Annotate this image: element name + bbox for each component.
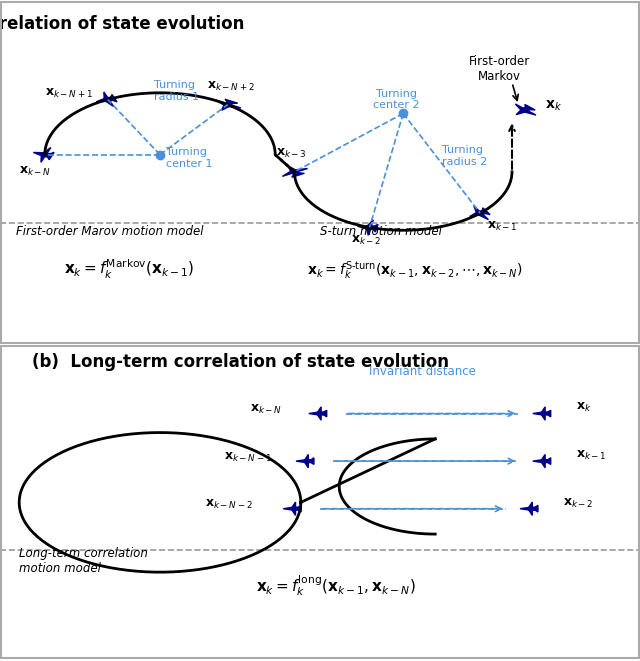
- Polygon shape: [367, 220, 373, 235]
- Polygon shape: [358, 225, 377, 229]
- Text: $\mathbf{x}_{k}$: $\mathbf{x}_{k}$: [545, 98, 562, 112]
- Text: S-turn motion model: S-turn motion model: [320, 225, 442, 239]
- Text: Invariant distance: Invariant distance: [369, 366, 476, 379]
- Polygon shape: [288, 166, 300, 176]
- Text: $\mathbf{x}_{k-N}$: $\mathbf{x}_{k-N}$: [250, 403, 282, 416]
- Polygon shape: [541, 455, 545, 468]
- Polygon shape: [310, 458, 314, 465]
- Polygon shape: [532, 412, 550, 415]
- Text: $\mathbf{x}_{k-N-2}$: $\mathbf{x}_{k-N-2}$: [205, 498, 253, 511]
- Polygon shape: [96, 97, 115, 102]
- Polygon shape: [547, 458, 550, 465]
- Polygon shape: [221, 100, 234, 110]
- Polygon shape: [317, 407, 321, 420]
- Text: First-order
Markov: First-order Markov: [468, 55, 530, 83]
- Text: $\mathbf{x}_k = f_k^{\mathrm{Markov}}\left(\mathbf{x}_{k-1}\right)$: $\mathbf{x}_k = f_k^{\mathrm{Markov}}\le…: [64, 258, 195, 282]
- Polygon shape: [525, 104, 535, 110]
- Text: $\mathbf{x}_{k-1}$: $\mathbf{x}_{k-1}$: [487, 219, 518, 233]
- Polygon shape: [41, 147, 51, 162]
- Text: $\mathbf{x}_{k-N}$: $\mathbf{x}_{k-N}$: [19, 165, 51, 178]
- Polygon shape: [292, 173, 305, 177]
- Polygon shape: [372, 224, 378, 232]
- Polygon shape: [541, 407, 545, 420]
- Text: (a)  Continuous correlation of state evolution: (a) Continuous correlation of state evol…: [0, 15, 244, 34]
- Polygon shape: [309, 412, 327, 415]
- Text: $\mathbf{x}_{k-2}$: $\mathbf{x}_{k-2}$: [351, 234, 381, 247]
- Text: $\mathbf{x}_{k}$: $\mathbf{x}_{k}$: [576, 401, 591, 414]
- Polygon shape: [305, 455, 308, 468]
- Polygon shape: [216, 100, 241, 108]
- Polygon shape: [547, 410, 550, 417]
- Polygon shape: [474, 206, 488, 219]
- Text: (b)  Long-term correlation of state evolution: (b) Long-term correlation of state evolu…: [32, 353, 449, 371]
- Polygon shape: [47, 152, 54, 160]
- Text: Turning
radius 1: Turning radius 1: [154, 80, 199, 102]
- Polygon shape: [296, 459, 314, 463]
- Text: $\mathbf{x}_k = f_k^{\mathrm{S\text{-}turn}}\left(\mathbf{x}_{k-1}, \mathbf{x}_{: $\mathbf{x}_k = f_k^{\mathrm{S\text{-}tu…: [307, 259, 523, 282]
- Polygon shape: [33, 153, 52, 157]
- Text: $\mathbf{x}_{k-1}$: $\mathbf{x}_{k-1}$: [576, 449, 607, 462]
- Text: Long-term correlation
motion model: Long-term correlation motion model: [19, 547, 148, 575]
- Text: $\mathbf{x}_{k-N+1}$: $\mathbf{x}_{k-N+1}$: [45, 87, 93, 100]
- Text: Turning
center 1: Turning center 1: [166, 147, 213, 169]
- Text: Turning
center 2: Turning center 2: [374, 89, 420, 110]
- Polygon shape: [529, 502, 532, 516]
- Polygon shape: [282, 169, 308, 176]
- Polygon shape: [532, 459, 550, 463]
- Text: $\mathbf{x}_{k-N+2}$: $\mathbf{x}_{k-N+2}$: [207, 80, 255, 93]
- Polygon shape: [516, 106, 532, 114]
- Polygon shape: [110, 95, 117, 102]
- Text: First-order Marov motion model: First-order Marov motion model: [16, 225, 204, 239]
- Polygon shape: [470, 210, 488, 216]
- Polygon shape: [520, 507, 538, 510]
- Polygon shape: [283, 507, 301, 510]
- Polygon shape: [323, 410, 327, 417]
- Text: $\mathbf{x}_k = f_k^{\mathrm{long}}\left(\mathbf{x}_{k-1}, \mathbf{x}_{k-N}\righ: $\mathbf{x}_k = f_k^{\mathrm{long}}\left…: [256, 573, 416, 598]
- Text: $\mathbf{x}_{k-3}$: $\mathbf{x}_{k-3}$: [276, 147, 307, 161]
- Polygon shape: [104, 92, 114, 106]
- Polygon shape: [292, 502, 296, 516]
- Polygon shape: [515, 104, 536, 115]
- Text: $\mathbf{x}_{k-N-1}$: $\mathbf{x}_{k-N-1}$: [224, 451, 272, 463]
- Polygon shape: [298, 506, 301, 512]
- Text: $\mathbf{x}_{k-2}$: $\mathbf{x}_{k-2}$: [563, 496, 594, 510]
- Polygon shape: [534, 506, 538, 512]
- Polygon shape: [482, 208, 490, 215]
- Text: Turning
radius 2: Turning radius 2: [442, 145, 487, 167]
- Polygon shape: [225, 99, 237, 104]
